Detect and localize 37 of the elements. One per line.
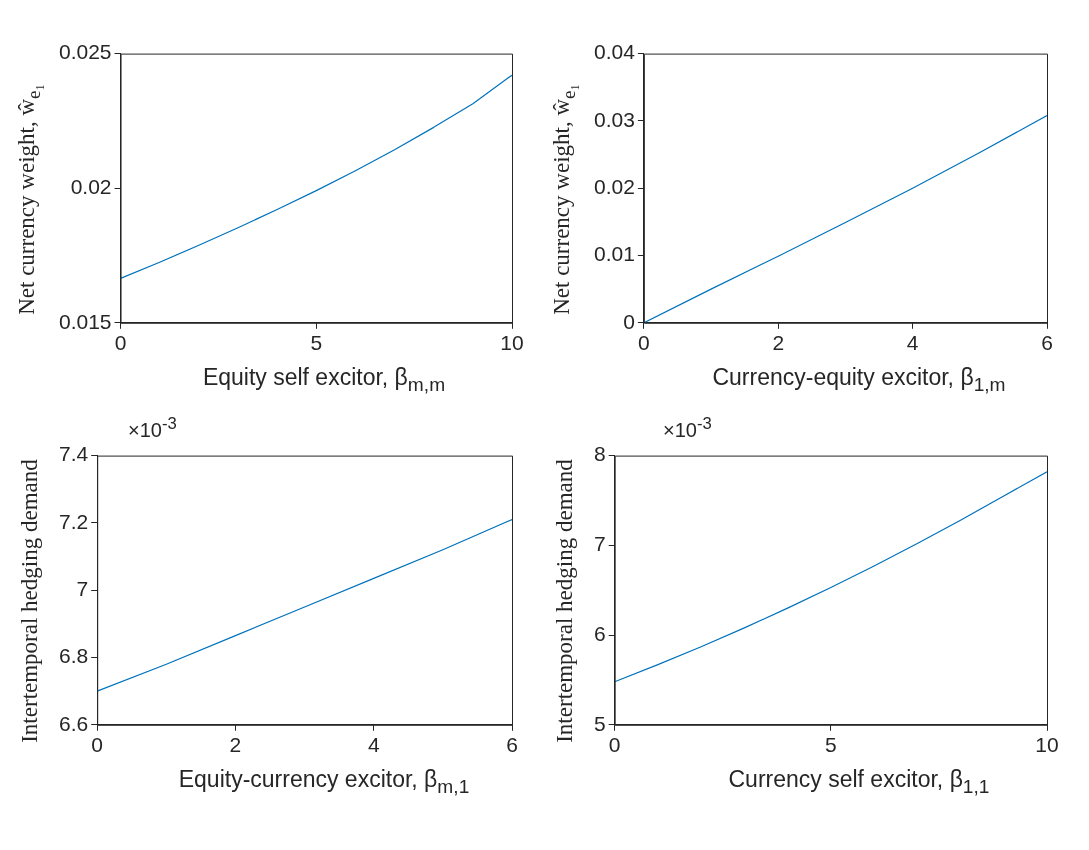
y-tick-label: 0.01: [594, 242, 635, 266]
x-tick-label: 0: [638, 331, 650, 355]
text: ×10$^{-3}$: [128, 414, 177, 442]
text: ×10$^{-3}$: [663, 414, 712, 442]
x-axis-title: Currency self excitor, β$_{1,1}$: [727, 766, 991, 798]
y-tick-label: 5: [593, 711, 606, 735]
x-tick-label: 0: [114, 331, 127, 355]
x-tick-label: 10: [1035, 733, 1059, 757]
y-axis-title: Intertemporal hedging demand: [552, 459, 578, 743]
x-axis-title: Equity self excitor, β$_{m,m}$: [201, 364, 447, 396]
y-tick-label: 7: [593, 532, 606, 556]
y-tick-label: 7.4: [58, 442, 89, 466]
y-tick-label: 0.015: [58, 309, 112, 333]
y-tick-label: 0.02: [594, 175, 635, 198]
x-tick-label: 10: [500, 331, 524, 355]
x-tick-label: 2: [229, 733, 242, 757]
y-tick-label: 0.025: [58, 40, 112, 64]
x-axis-title: Equity-currency excitor, β$_{m,1}$: [177, 766, 471, 798]
y-tick-label: 6: [593, 621, 606, 645]
y-tick-label: 0.03: [594, 107, 635, 131]
y-tick-label: 0.04: [594, 40, 636, 64]
y-tick-label: 7.2: [58, 509, 89, 533]
y-tick-label: 6.6: [58, 711, 89, 735]
y-axis-title: Intertemporal hedging demand: [17, 459, 43, 743]
x-tick-label: 6: [506, 733, 518, 757]
x-tick-label: 5: [310, 331, 323, 355]
x-tick-label: 5: [825, 733, 837, 757]
x-tick-label: 4: [906, 331, 919, 355]
y-tick-label: 8: [593, 442, 606, 466]
x-tick-label: 2: [772, 331, 785, 355]
y-tick-label: 6.8: [58, 644, 89, 668]
x-tick-label: 6: [1041, 331, 1053, 355]
y-tick-label: 0.02: [70, 175, 112, 198]
x-axis-title: Currency-equity excitor, β$_{1,m}$: [711, 364, 1007, 396]
y-tick-label: 0: [623, 309, 635, 333]
y-tick-label: 7: [76, 577, 89, 600]
x-tick-label: 4: [367, 733, 380, 757]
